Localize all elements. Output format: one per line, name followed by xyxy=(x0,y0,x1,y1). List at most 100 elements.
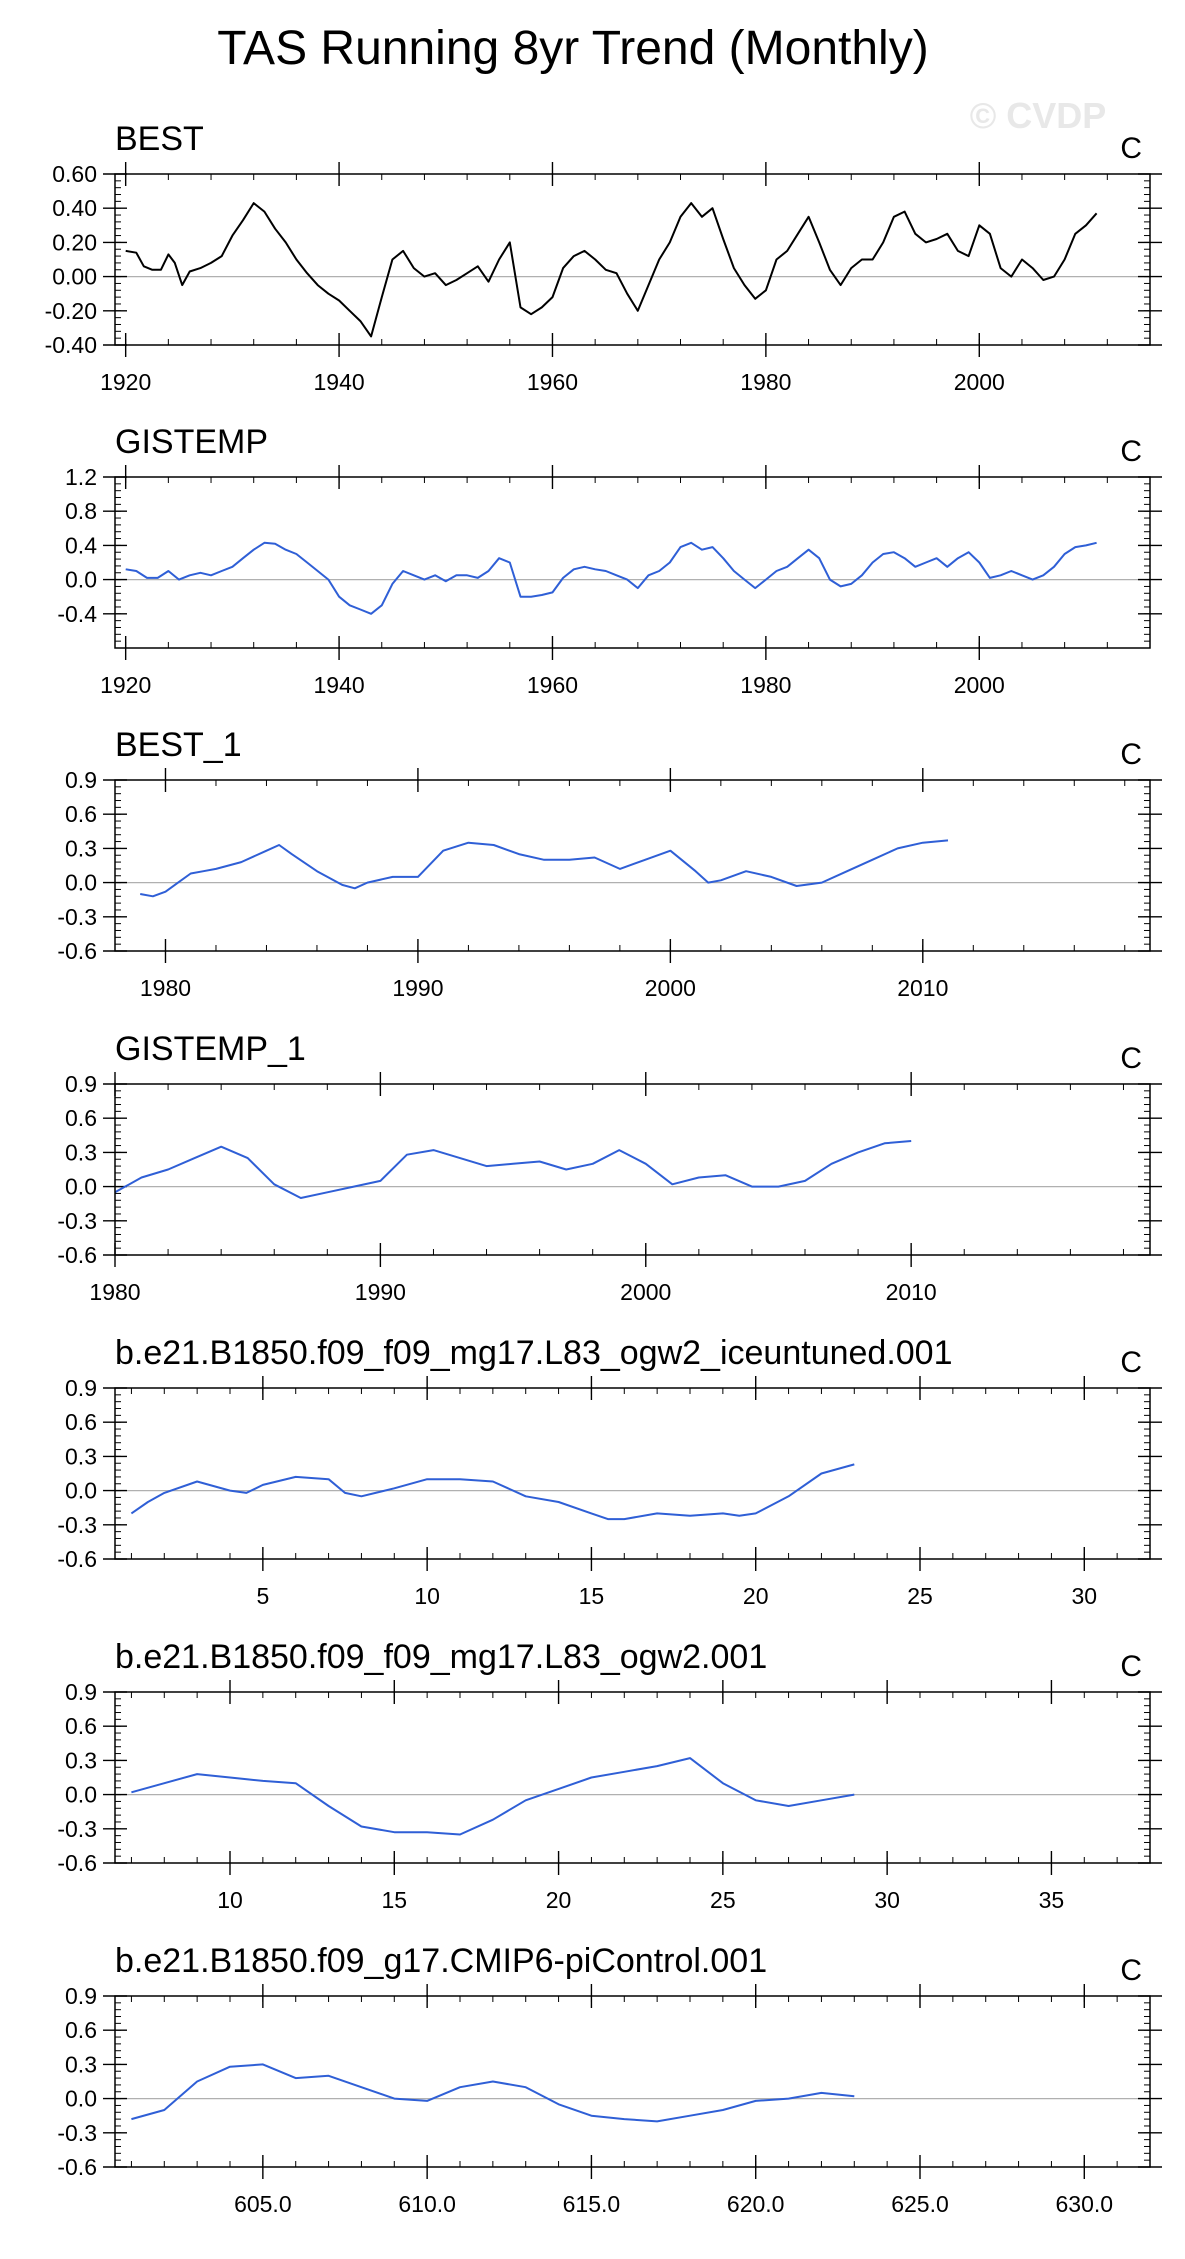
x-tick-label: 5 xyxy=(256,1583,269,1609)
panel-title: GISTEMP xyxy=(115,423,268,461)
x-tick-label: 615.0 xyxy=(563,2191,621,2217)
units-label: C xyxy=(1120,738,1142,771)
y-tick-label: -0.6 xyxy=(57,1546,97,1572)
y-tick-label: 0.8 xyxy=(65,498,97,524)
y-tick-label: 0.9 xyxy=(65,1071,97,1097)
x-tick-label: 2000 xyxy=(954,672,1005,698)
y-tick-label: -0.6 xyxy=(57,1850,97,1876)
y-tick-label: -0.3 xyxy=(57,1208,97,1234)
panel-title: BEST_1 xyxy=(115,726,242,764)
y-tick-label: -0.40 xyxy=(45,332,97,358)
plot-frame xyxy=(114,1387,1151,1560)
y-tick-label: 0.6 xyxy=(65,2017,97,2043)
series-line-gistemp xyxy=(125,541,1097,615)
y-tick-label: 0.00 xyxy=(52,264,97,290)
y-tick-label: 0.6 xyxy=(65,1105,97,1131)
x-tick-label: 10 xyxy=(414,1583,440,1609)
y-tick-label: 0.3 xyxy=(65,2051,97,2077)
x-tick-label: 35 xyxy=(1039,1887,1065,1913)
series-line-gistemp_1 xyxy=(114,1140,912,1199)
x-tick-label: 2000 xyxy=(954,369,1005,395)
y-tick-label: 0.40 xyxy=(52,195,97,221)
x-tick-label: 15 xyxy=(381,1887,407,1913)
y-tick-label: 1.2 xyxy=(65,464,97,490)
x-tick-label: 1980 xyxy=(89,1279,140,1305)
units-label: C xyxy=(1120,1650,1142,1683)
y-tick-label: -0.3 xyxy=(57,1816,97,1842)
x-tick-label: 2000 xyxy=(620,1279,671,1305)
x-tick-label: 1940 xyxy=(313,369,364,395)
units-label: C xyxy=(1120,1346,1142,1379)
y-tick-label: 0.3 xyxy=(65,1443,97,1469)
y-tick-label: -0.3 xyxy=(57,1512,97,1538)
cvdp-watermark: © CVDP xyxy=(970,95,1107,136)
plot-frame xyxy=(114,1691,1151,1864)
x-tick-label: 630.0 xyxy=(1056,2191,1114,2217)
x-tick-label: 1960 xyxy=(527,672,578,698)
y-tick-label: 0.0 xyxy=(65,2086,97,2112)
y-tick-label: 0.20 xyxy=(52,229,97,255)
x-tick-label: 2000 xyxy=(645,975,696,1001)
y-tick-label: 0.60 xyxy=(52,161,97,187)
panels: BEST C -0.40 -0.20 0.00 0.20 0.40 0.60 1920 1940 1… xyxy=(45,120,1162,2217)
x-tick-label: 1980 xyxy=(140,975,191,1001)
panel-title: b.e21.B1850.f09_f09_mg17.L83_ogw2.001 xyxy=(115,1638,767,1676)
y-tick-label: 0.9 xyxy=(65,767,97,793)
y-tick-label: -0.6 xyxy=(57,2154,97,2180)
x-tick-label: 625.0 xyxy=(891,2191,949,2217)
x-tick-label: 605.0 xyxy=(234,2191,292,2217)
panel-7: b.e21.B1850.f09_g17.CMIP6-piControl.001 C… xyxy=(57,1942,1162,2217)
x-tick-label: 20 xyxy=(546,1887,572,1913)
x-tick-label: 1960 xyxy=(527,369,578,395)
x-tick-label: 10 xyxy=(217,1887,243,1913)
y-tick-label: 0.3 xyxy=(65,1139,97,1165)
x-tick-label: 30 xyxy=(1071,1583,1097,1609)
series-line-picontrol xyxy=(131,2063,855,2123)
x-tick-label: 15 xyxy=(579,1583,605,1609)
y-tick-label: 0.6 xyxy=(65,1713,97,1739)
x-tick-label: 1980 xyxy=(740,369,791,395)
y-tick-label: 0.3 xyxy=(65,835,97,861)
series-line-best_1 xyxy=(140,839,949,898)
plot-frame xyxy=(114,1083,1151,1256)
x-tick-label: 2010 xyxy=(897,975,948,1001)
panel-title: b.e21.B1850.f09_f09_mg17.L83_ogw2_iceunt… xyxy=(115,1334,953,1372)
x-tick-label: 620.0 xyxy=(727,2191,785,2217)
y-tick-label: 0.0 xyxy=(65,870,97,896)
y-tick-label: 0.9 xyxy=(65,1375,97,1401)
units-label: C xyxy=(1120,435,1142,468)
units-label: C xyxy=(1120,1954,1142,1987)
y-tick-label: 0.3 xyxy=(65,1747,97,1773)
x-tick-label: 2010 xyxy=(886,1279,937,1305)
x-tick-label: 610.0 xyxy=(398,2191,456,2217)
panel-5: b.e21.B1850.f09_f09_mg17.L83_ogw2_iceunt… xyxy=(57,1334,1162,1609)
plot-frame xyxy=(114,476,1151,649)
y-tick-label: -0.3 xyxy=(57,2120,97,2146)
y-tick-label: -0.20 xyxy=(45,298,97,324)
panel-1: BEST C -0.40 -0.20 0.00 0.20 0.40 0.60 1920 1940 1… xyxy=(45,120,1162,395)
x-tick-label: 1980 xyxy=(740,672,791,698)
y-tick-label: 0.6 xyxy=(65,1409,97,1435)
y-tick-label: -0.3 xyxy=(57,904,97,930)
x-tick-label: 30 xyxy=(874,1887,900,1913)
y-tick-label: 0.6 xyxy=(65,801,97,827)
series-line-iceuntuned xyxy=(130,1463,855,1521)
x-tick-label: 20 xyxy=(743,1583,769,1609)
units-label: C xyxy=(1120,1042,1142,1075)
y-tick-label: 0.0 xyxy=(65,567,97,593)
x-tick-label: 1940 xyxy=(313,672,364,698)
y-tick-label: -0.6 xyxy=(57,938,97,964)
x-tick-label: 1990 xyxy=(355,1279,406,1305)
plot-frame xyxy=(114,779,1151,952)
figure-title: TAS Running 8yr Trend (Monthly) xyxy=(217,22,928,75)
y-tick-label: -0.4 xyxy=(57,601,97,627)
x-tick-label: 1920 xyxy=(100,369,151,395)
x-tick-label: 25 xyxy=(710,1887,736,1913)
panel-3: BEST_1 C -0.6 -0.3 0.0 0.3 0.6 0.9 1980 1990 2000 2… xyxy=(57,726,1162,1001)
series-line-best xyxy=(125,202,1098,338)
x-tick-label: 25 xyxy=(907,1583,933,1609)
units-label: C xyxy=(1120,132,1142,165)
panel-4: GISTEMP_1 C -0.6 -0.3 0.0 0.3 0.6 0.9 1980 1990 20… xyxy=(57,1030,1162,1305)
panel-2: GISTEMP C -0.4 0.0 0.4 0.8 1.2 1920 1940 1960 1980… xyxy=(57,423,1162,698)
